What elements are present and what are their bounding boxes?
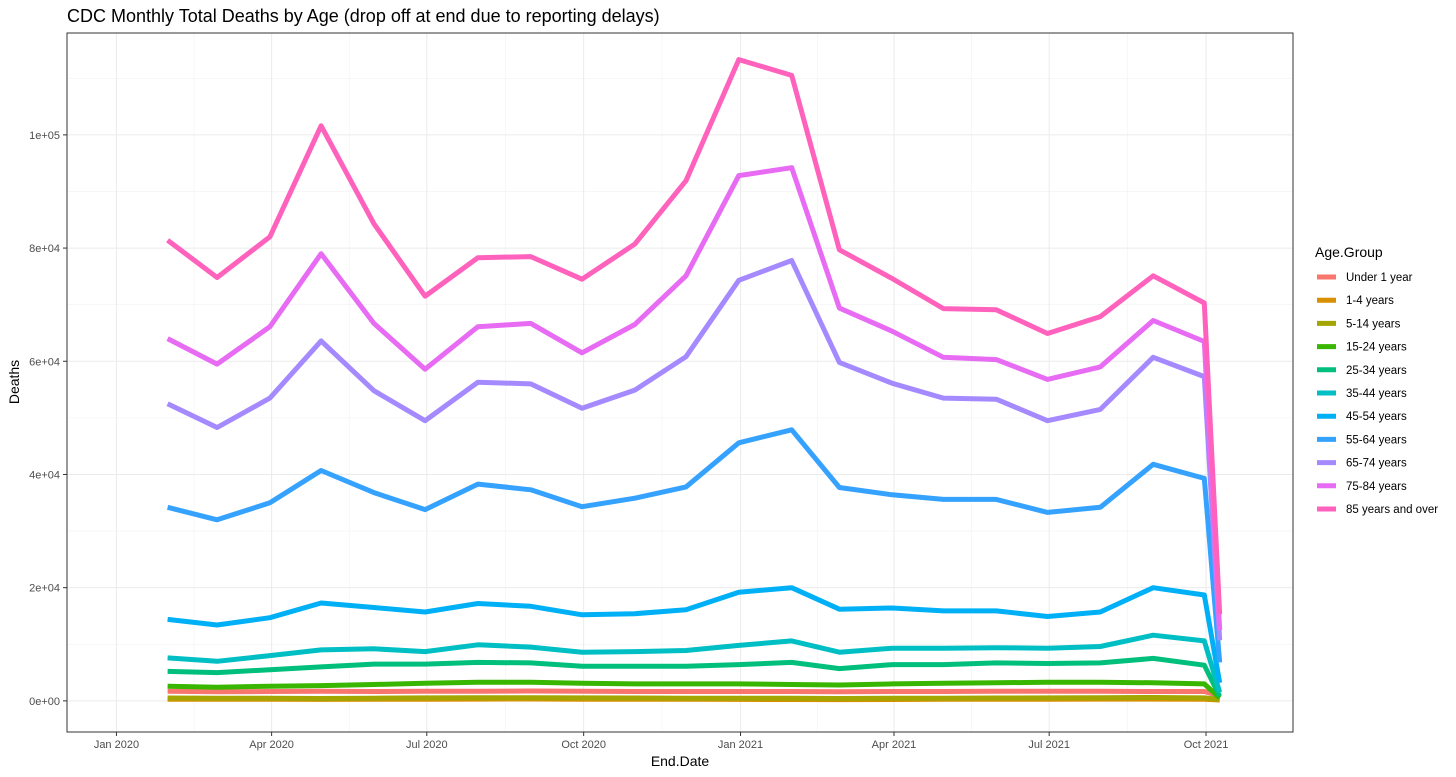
series-line-under-1-year (167, 688, 1221, 699)
x-tick-label: Jul 2020 (406, 739, 448, 751)
series-line-85-years-and-over (166, 57, 1223, 615)
series-line-55-64-years (166, 427, 1223, 663)
legend-label: 35-44 years (1346, 388, 1407, 400)
series-line-5-14-years (167, 695, 1220, 702)
legend-label: 55-64 years (1346, 434, 1407, 446)
legend-title: Age.Group (1315, 244, 1383, 260)
plot-panel (66, 32, 1294, 733)
y-axis-title: Deaths (6, 360, 22, 404)
series-line-65-74-years (166, 258, 1223, 641)
x-tick-label: Oct 2021 (1184, 739, 1229, 751)
legend-label: 65-74 years (1346, 458, 1407, 470)
legend-item: 55-64 years (1317, 434, 1407, 446)
legend-label: 75-84 years (1346, 481, 1407, 493)
legend-item: 65-74 years (1317, 458, 1407, 470)
legend-item: 85 years and over (1317, 504, 1438, 516)
x-tick-label: Jul 2021 (1028, 739, 1070, 751)
legend-label: 45-54 years (1346, 411, 1407, 423)
legend-label: 5-14 years (1346, 318, 1401, 330)
y-tick-label: 1e+05 (29, 130, 60, 142)
legend-label: 25-34 years (1346, 365, 1407, 377)
x-tick-label: Jan 2020 (94, 739, 139, 751)
legend-label: 1-4 years (1346, 295, 1394, 307)
legend-item: 1-4 years (1317, 295, 1394, 307)
series-line-45-54-years (167, 585, 1223, 684)
x-axis: Jan 2020 Apr 2020 Jul 2020 Oct 2020 Jan 2021… (94, 732, 1229, 751)
series-line-75-84-years (166, 165, 1223, 631)
y-tick-label: 4e+04 (29, 469, 60, 481)
series-line-15-24-years (167, 679, 1222, 700)
legend-item: 25-34 years (1317, 365, 1407, 377)
x-tick-label: Oct 2020 (561, 739, 606, 751)
series-lines (166, 57, 1223, 703)
x-tick-label: Jan 2021 (718, 739, 763, 751)
legend-label: 15-24 years (1346, 342, 1407, 354)
x-tick-label: Apr 2021 (872, 739, 917, 751)
legend-item: 35-44 years (1317, 388, 1407, 400)
y-tick-label: 0e+00 (29, 696, 60, 708)
legend-item: Under 1 year (1317, 272, 1413, 284)
legend-label: 85 years and over (1346, 504, 1438, 516)
y-axis: 0e+00 2e+04 4e+04 6e+04 8e+04 1e+05 (29, 130, 67, 708)
x-tick-label: Apr 2020 (249, 739, 294, 751)
plot-border (66, 32, 1294, 733)
series-line-35-44-years (167, 632, 1223, 694)
legend: Age.Group Under 1 year 1-4 years 5-14 year… (1315, 244, 1438, 516)
legend-item: 75-84 years (1317, 481, 1407, 493)
y-tick-label: 6e+04 (29, 356, 60, 368)
legend-item: 15-24 years (1317, 342, 1407, 354)
legend-item: 45-54 years (1317, 411, 1407, 423)
x-axis-title: End.Date (651, 753, 710, 769)
chart-title: CDC Monthly Total Deaths by Age (drop of… (67, 6, 660, 26)
legend-item: 5-14 years (1317, 318, 1401, 330)
y-tick-label: 2e+04 (29, 583, 60, 595)
legend-label: Under 1 year (1346, 272, 1413, 284)
series-line-25-34-years (167, 655, 1222, 698)
y-tick-label: 8e+04 (29, 243, 60, 255)
